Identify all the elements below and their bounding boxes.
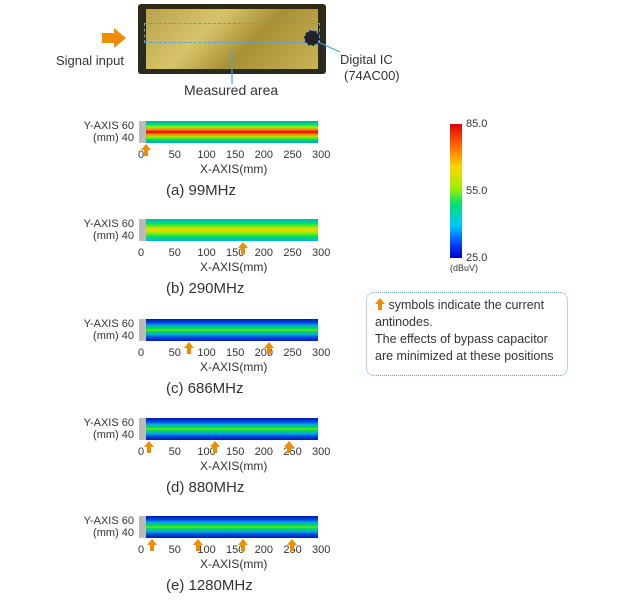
panel-caption: (a) 99MHz (166, 182, 237, 199)
signal-input-arrow-icon (102, 33, 114, 43)
measured-area-leader (231, 50, 233, 84)
digital-ic-label: Digital IC (340, 52, 393, 67)
x-tick-label: 300 (312, 446, 331, 458)
axis-strip (139, 219, 146, 241)
ic-marker (304, 30, 320, 46)
x-tick-label: 300 (312, 544, 331, 556)
axis-strip (139, 418, 146, 440)
y-axis-unit: (mm) 40 (93, 132, 134, 144)
x-axis-label: X-AXIS(mm) (200, 162, 268, 176)
x-tick-label: 100 (197, 446, 216, 458)
antinode-arrow-icon (284, 441, 295, 453)
x-tick-label: 0 (138, 247, 145, 259)
y-axis-label: Y-AXIS 60 (83, 515, 134, 527)
colorbar-mid: 55.0 (466, 185, 488, 197)
y-axis-label: Y-AXIS 60 (83, 218, 134, 230)
heatmap (146, 418, 318, 440)
x-tick-label: 300 (312, 347, 331, 359)
x-tick-label: 150 (226, 544, 245, 556)
note-arrow-icon (375, 298, 385, 310)
panel-caption: (d) 880MHz (166, 479, 245, 496)
y-axis-label: Y-AXIS 60 (83, 120, 134, 132)
heatmap (146, 121, 318, 143)
x-tick-label: 100 (197, 347, 216, 359)
antinode-note: symbols indicate the current antinodes. … (366, 292, 568, 376)
y-axis-unit: (mm) 40 (93, 527, 134, 539)
antinode-arrow-icon (264, 342, 275, 354)
y-axis-unit: (mm) 40 (93, 230, 134, 242)
x-axis-label: X-AXIS(mm) (200, 260, 268, 274)
x-axis-label: X-AXIS(mm) (200, 459, 268, 473)
note-line-2: The effects of bypass capacitor are mini… (375, 332, 554, 363)
antinode-arrow-icon (141, 144, 151, 156)
antinode-arrow-icon (146, 539, 157, 551)
note-line-1: symbols indicate the current antinodes. (375, 298, 545, 329)
heatmap (146, 219, 318, 241)
colorbar-max: 85.0 (466, 118, 488, 130)
antinode-arrow-icon (209, 441, 220, 453)
axis-strip (139, 516, 146, 538)
panel-caption: (c) 686MHz (166, 380, 244, 397)
x-tick-label: 0 (138, 149, 145, 161)
x-tick-label: 200 (254, 446, 274, 458)
y-axis-label: Y-AXIS 60 (83, 318, 134, 330)
signal-input-label: Signal input (56, 53, 124, 68)
panel-caption: (e) 1280MHz (166, 577, 253, 594)
x-axis-label: X-AXIS(mm) (200, 360, 268, 374)
antinode-arrow-icon (287, 539, 298, 551)
x-tick-label: 200 (254, 149, 274, 161)
x-tick-label: 50 (168, 347, 181, 359)
antinode-arrow-icon (238, 539, 249, 551)
y-axis-unit: (mm) 40 (93, 429, 134, 441)
panel-caption: (b) 290MHz (166, 280, 245, 297)
digital-ic-part-label: (74AC00) (344, 68, 400, 83)
x-tick-label: 100 (197, 544, 216, 556)
x-tick-label: 200 (254, 247, 274, 259)
antinode-arrow-icon (184, 342, 194, 354)
colorbar-unit: (dBuV) (450, 263, 479, 273)
x-tick-label: 150 (226, 247, 245, 259)
heatmap (146, 516, 318, 538)
x-tick-label: 250 (283, 149, 302, 161)
signal-input-arrowhead-icon (114, 28, 126, 48)
heatmap (146, 319, 318, 341)
axis-strip (139, 121, 146, 143)
y-axis-label: Y-AXIS 60 (83, 417, 134, 429)
x-tick-label: 50 (168, 446, 181, 458)
digital-ic-leader (318, 41, 341, 53)
x-tick-label: 50 (168, 247, 181, 259)
antinode-arrow-icon (143, 441, 154, 453)
x-tick-label: 250 (283, 347, 302, 359)
x-tick-label: 50 (168, 149, 181, 161)
x-tick-label: 300 (312, 149, 331, 161)
x-axis-label: X-AXIS(mm) (200, 557, 268, 571)
x-tick-label: 150 (226, 149, 245, 161)
x-tick-label: 150 (226, 347, 245, 359)
antinode-arrow-icon (238, 242, 249, 254)
x-tick-label: 200 (254, 544, 274, 556)
axis-strip (139, 319, 146, 341)
x-tick-label: 100 (197, 247, 216, 259)
x-tick-label: 150 (226, 446, 245, 458)
x-tick-label: 50 (168, 544, 181, 556)
x-tick-label: 300 (312, 247, 331, 259)
measured-area-outline (144, 23, 320, 43)
colorbar (450, 124, 462, 258)
x-tick-label: 0 (138, 544, 145, 556)
x-tick-label: 0 (138, 446, 145, 458)
x-tick-label: 250 (283, 247, 302, 259)
antinode-arrow-icon (192, 539, 203, 551)
y-axis-unit: (mm) 40 (93, 330, 134, 342)
colorbar-min: 25.0 (466, 252, 488, 264)
measured-area-label: Measured area (184, 82, 279, 98)
x-tick-label: 100 (197, 149, 216, 161)
x-tick-label: 0 (138, 347, 145, 359)
